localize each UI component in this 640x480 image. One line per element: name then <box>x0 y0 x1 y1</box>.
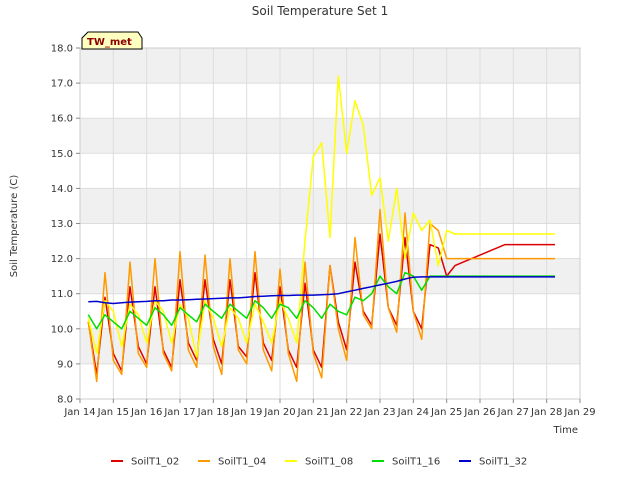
x-tick-label: Jan 25 <box>430 407 462 418</box>
y-tick-label: 15.0 <box>51 149 73 160</box>
chart-title: Soil Temperature Set 1 <box>252 4 388 18</box>
station-badge: TW_met <box>81 31 143 50</box>
y-tick-label: 11.0 <box>51 289 73 300</box>
y-tick-label: 9.0 <box>57 359 73 370</box>
x-tick-label: Jan 15 <box>97 407 129 418</box>
legend-label: SoilT1_08 <box>305 457 353 468</box>
legend-item-soilt1_16: SoilT1_16 <box>372 457 440 468</box>
series-layer <box>87 75 555 383</box>
legend-item-soilt1_08: SoilT1_08 <box>285 457 353 468</box>
series-line-soilt1_02 <box>87 233 555 376</box>
series-line-soilt1_32 <box>88 276 555 305</box>
x-tick-label: Jan 14 <box>63 407 95 418</box>
plot-band <box>80 48 580 84</box>
x-tick-label: Jan 17 <box>163 407 195 418</box>
y-axis-ticks: 8.0 9.0 10.0 11.0 12.0 13.0 14.0 15.0 16.0 17.0 18… <box>51 44 80 406</box>
legend-item-soilt1_02: SoilT1_02 <box>111 457 179 468</box>
x-axis-label: Time <box>553 425 578 436</box>
y-tick-label: 10.0 <box>51 324 73 335</box>
y-tick-label: 13.0 <box>51 219 73 230</box>
x-tick-label: Jan 26 <box>463 407 495 418</box>
plot-band <box>80 188 580 224</box>
legend-label: SoilT1_04 <box>218 457 266 468</box>
plot-band <box>80 328 580 364</box>
y-tick-label: 16.0 <box>51 114 73 125</box>
legend: SoilT1_02 SoilT1_04 SoilT1_08 SoilT1_16 Soil… <box>111 457 527 468</box>
legend-item-soilt1_32: SoilT1_32 <box>459 457 527 468</box>
x-tick-label: Jan 19 <box>230 407 262 418</box>
legend-label: SoilT1_16 <box>392 457 440 468</box>
y-tick-label: 17.0 <box>51 79 73 90</box>
series-line-soilt1_04 <box>87 208 555 383</box>
x-tick-label: Jan 29 <box>563 407 595 418</box>
y-axis-label: Soil Temperature (C) <box>9 175 20 278</box>
x-tick-label: Jan 22 <box>330 407 362 418</box>
y-tick-label: 18.0 <box>51 44 73 55</box>
x-tick-label: Jan 18 <box>197 407 229 418</box>
legend-label: SoilT1_02 <box>131 457 179 468</box>
x-tick-label: Jan 16 <box>130 407 162 418</box>
x-axis-ticks: Jan 14 Jan 15 Jan 16 Jan 17 Jan 18 Jan 19 Jan … <box>63 399 596 418</box>
x-tick-label: Jan 24 <box>397 407 429 418</box>
station-badge-label: TW_met <box>87 37 132 48</box>
x-tick-label: Jan 28 <box>530 407 562 418</box>
x-tick-label: Jan 23 <box>363 407 395 418</box>
y-tick-label: 12.0 <box>51 254 73 265</box>
series-line-soilt1_16 <box>87 271 555 330</box>
series-line-soilt1_08 <box>87 75 555 358</box>
legend-label: SoilT1_32 <box>479 457 527 468</box>
x-tick-label: Jan 27 <box>497 407 529 418</box>
legend-item-soilt1_04: SoilT1_04 <box>198 457 266 468</box>
plot-band <box>80 118 580 154</box>
x-tick-label: Jan 21 <box>297 407 329 418</box>
y-tick-label: 14.0 <box>51 184 73 195</box>
x-tick-label: Jan 20 <box>263 407 295 418</box>
y-tick-label: 8.0 <box>57 395 73 406</box>
